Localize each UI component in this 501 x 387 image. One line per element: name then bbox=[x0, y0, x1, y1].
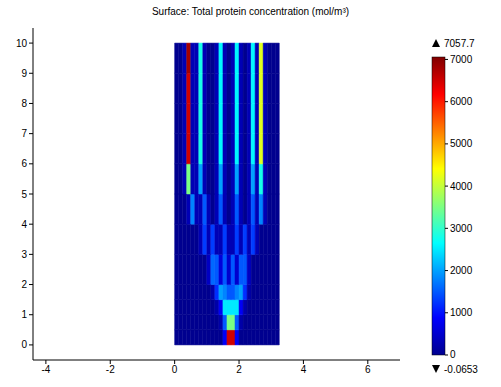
svg-text:7057.7: 7057.7 bbox=[444, 38, 475, 49]
svg-text:2000: 2000 bbox=[450, 265, 473, 276]
svg-text:10: 10 bbox=[16, 38, 28, 49]
svg-text:3: 3 bbox=[21, 249, 27, 260]
svg-text:0: 0 bbox=[172, 364, 178, 375]
svg-text:5000: 5000 bbox=[450, 138, 473, 149]
svg-text:0: 0 bbox=[21, 339, 27, 350]
svg-text:0: 0 bbox=[450, 349, 456, 360]
svg-text:5: 5 bbox=[21, 189, 27, 200]
svg-text:-4: -4 bbox=[41, 364, 50, 375]
html-text:Surface: Total protein concent: Surface: Total protein concentration (mo… bbox=[151, 6, 350, 17]
svg-text:2: 2 bbox=[236, 364, 242, 375]
svg-text:1000: 1000 bbox=[450, 307, 473, 318]
svg-text:7000: 7000 bbox=[450, 54, 473, 65]
svg-text:2: 2 bbox=[21, 279, 27, 290]
svg-text:1: 1 bbox=[21, 309, 27, 320]
svg-text:6: 6 bbox=[21, 158, 27, 169]
svg-text:-2: -2 bbox=[106, 364, 115, 375]
svg-text:6000: 6000 bbox=[450, 96, 473, 107]
svg-text:8: 8 bbox=[21, 98, 27, 109]
svg-text:9: 9 bbox=[21, 68, 27, 79]
svg-text:4000: 4000 bbox=[450, 181, 473, 192]
svg-text:4: 4 bbox=[301, 364, 307, 375]
svg-text:7: 7 bbox=[21, 128, 27, 139]
svg-text:4: 4 bbox=[21, 219, 27, 230]
svg-text:3000: 3000 bbox=[450, 223, 473, 234]
svg-text:6: 6 bbox=[365, 364, 371, 375]
svg-text:-0.0653: -0.0653 bbox=[444, 364, 478, 375]
